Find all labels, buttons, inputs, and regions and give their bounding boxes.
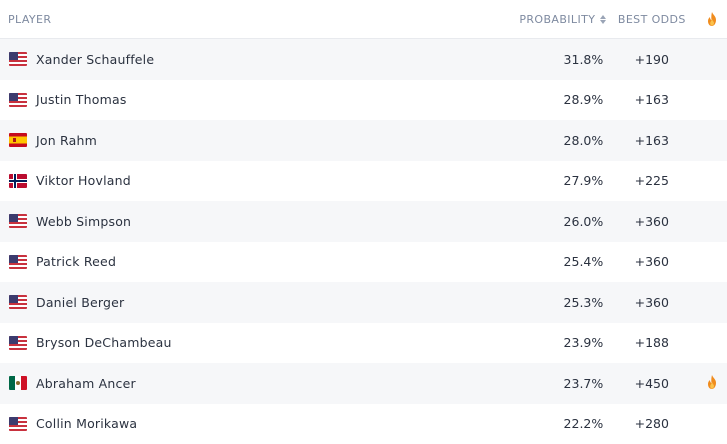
- table-row[interactable]: Abraham Ancer 23.7%+450: [0, 363, 727, 404]
- player-cell: Jon Rahm: [0, 133, 494, 148]
- player-name[interactable]: Viktor Hovland: [36, 173, 131, 188]
- probability-cell: 25.4%: [539, 254, 603, 269]
- table-row[interactable]: Daniel Berger 25.3%+360: [0, 282, 727, 323]
- best-odds-cell[interactable]: +190: [606, 52, 697, 67]
- probability-cell: 28.0%: [539, 133, 603, 148]
- probability-cell: 23.9%: [539, 335, 603, 350]
- probability-cell: 27.9%: [539, 173, 603, 188]
- player-name[interactable]: Xander Schauffele: [36, 52, 154, 67]
- player-cell: Daniel Berger: [0, 295, 494, 310]
- table-row[interactable]: Collin Morikawa 22.2%+280: [0, 404, 727, 444]
- table-row[interactable]: Xander Schauffele 31.8%+190: [0, 39, 727, 80]
- probability-cell: 22.2%: [539, 416, 603, 431]
- player-cell: Viktor Hovland: [0, 173, 494, 188]
- probability-cell: 23.7%: [539, 376, 603, 391]
- flag-icon-us: [9, 295, 27, 309]
- table-row[interactable]: Bryson DeChambeau 23.9%+188: [0, 323, 727, 364]
- best-odds-cell[interactable]: +280: [606, 416, 697, 431]
- player-name[interactable]: Daniel Berger: [36, 295, 124, 310]
- player-cell: Bryson DeChambeau: [0, 335, 494, 350]
- best-odds-cell[interactable]: +360: [606, 214, 697, 229]
- table-row[interactable]: Jon Rahm 28.0%+163: [0, 120, 727, 161]
- best-odds-cell[interactable]: +360: [606, 295, 697, 310]
- player-name[interactable]: Abraham Ancer: [36, 376, 136, 391]
- fire-icon: [706, 375, 718, 392]
- flag-icon-us: [9, 214, 27, 228]
- player-name[interactable]: Patrick Reed: [36, 254, 116, 269]
- player-cell: Justin Thomas: [0, 92, 494, 107]
- probability-cell: 26.0%: [539, 214, 603, 229]
- flag-icon-es: [9, 133, 27, 147]
- player-name[interactable]: Jon Rahm: [36, 133, 97, 148]
- player-name[interactable]: Justin Thomas: [36, 92, 127, 107]
- column-header-probability[interactable]: PROBABILITY: [493, 13, 607, 26]
- table-row[interactable]: Webb Simpson 26.0%+360: [0, 201, 727, 242]
- table-header: PLAYER PROBABILITY BEST ODDS: [0, 0, 727, 39]
- column-header-best-odds[interactable]: BEST ODDS: [606, 13, 697, 26]
- best-odds-cell[interactable]: +225: [606, 173, 697, 188]
- best-odds-cell[interactable]: +163: [606, 133, 697, 148]
- table-row[interactable]: Justin Thomas 28.9%+163: [0, 80, 727, 121]
- player-name[interactable]: Bryson DeChambeau: [36, 335, 172, 350]
- flag-icon-us: [9, 417, 27, 431]
- flag-icon-us: [9, 93, 27, 107]
- column-header-player[interactable]: PLAYER: [0, 13, 493, 26]
- best-odds-cell[interactable]: +163: [606, 92, 697, 107]
- best-odds-cell[interactable]: +450: [606, 376, 697, 391]
- player-cell: Patrick Reed: [0, 254, 494, 269]
- probability-cell: 28.9%: [539, 92, 603, 107]
- player-cell: Xander Schauffele: [0, 52, 494, 67]
- probability-cell: 31.8%: [539, 52, 603, 67]
- table-body: Xander Schauffele 31.8%+190 Justin Thomas 2…: [0, 39, 727, 444]
- probability-cell: 25.3%: [539, 295, 603, 310]
- flag-icon-mx: [9, 376, 27, 390]
- hot-cell: [697, 375, 727, 392]
- best-odds-cell[interactable]: +360: [606, 254, 697, 269]
- table-row[interactable]: Viktor Hovland 27.9%+225: [0, 161, 727, 202]
- flag-icon-us: [9, 255, 27, 269]
- column-header-hot: [697, 12, 727, 26]
- player-name[interactable]: Webb Simpson: [36, 214, 131, 229]
- player-cell: Collin Morikawa: [0, 416, 494, 431]
- flag-icon-us: [9, 336, 27, 350]
- fire-icon: [706, 12, 718, 26]
- player-name[interactable]: Collin Morikawa: [36, 416, 137, 431]
- column-header-probability-label: PROBABILITY: [519, 13, 595, 26]
- table-row[interactable]: Patrick Reed 25.4%+360: [0, 242, 727, 283]
- flag-icon-no: [9, 174, 27, 188]
- flag-icon-us: [9, 52, 27, 66]
- best-odds-cell[interactable]: +188: [606, 335, 697, 350]
- player-cell: Webb Simpson: [0, 214, 494, 229]
- player-cell: Abraham Ancer: [0, 376, 494, 391]
